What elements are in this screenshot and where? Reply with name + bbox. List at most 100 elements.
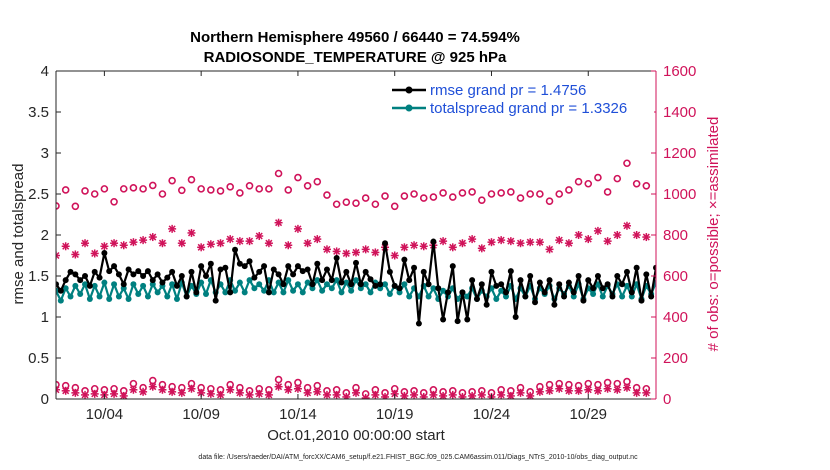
asterisk-stroke <box>81 391 89 399</box>
totalspread-point <box>173 295 180 302</box>
obs-assimilated-marker <box>448 390 457 399</box>
obs-assimilated-marker <box>110 239 119 248</box>
totalspread-point <box>125 295 132 302</box>
totalspread-point <box>169 281 176 288</box>
asterisk-stroke <box>371 248 379 256</box>
rmse-point <box>648 293 655 300</box>
rmse-point <box>517 277 524 284</box>
rmse-point <box>464 316 471 323</box>
totalspread-point <box>570 293 577 300</box>
obs-possible-marker <box>294 173 302 182</box>
obs-assimilated-marker <box>119 391 128 399</box>
rmse-point <box>541 289 548 296</box>
rmse-point <box>556 281 563 288</box>
asterisk-stroke <box>487 238 496 246</box>
rmse-point <box>236 260 243 267</box>
obs-assimilated-marker <box>642 233 651 242</box>
obs-assimilated-marker <box>235 388 244 397</box>
asterisk-stroke <box>110 390 118 398</box>
obs-assimilated-marker <box>458 239 467 248</box>
asterisk-stroke <box>110 239 118 247</box>
obs-possible-marker <box>536 190 544 198</box>
totalspread-point <box>406 293 413 300</box>
obs-assimilated-marker <box>506 391 515 399</box>
obs-possible-marker <box>119 185 128 193</box>
asterisk-stroke <box>313 235 321 243</box>
rmse-point <box>469 277 476 284</box>
totalspread-point <box>140 282 147 289</box>
rmse-point <box>227 289 234 296</box>
asterisk-stroke <box>410 241 418 249</box>
obs-assimilated-marker <box>56 385 60 394</box>
asterisk-stroke <box>255 390 263 398</box>
axes <box>55 70 657 400</box>
rmse-point <box>86 282 93 289</box>
totalspread-point <box>91 282 98 289</box>
rmse-point <box>585 277 592 284</box>
rmse-point <box>406 277 413 284</box>
obs-possible-marker <box>56 202 60 210</box>
totalspread-point <box>401 281 408 288</box>
rmse-point <box>82 273 89 279</box>
obs-assimilated-marker <box>410 390 419 399</box>
obs-possible-marker <box>323 191 331 199</box>
rmse-point <box>594 273 601 279</box>
asterisk-stroke <box>275 383 283 391</box>
obs-assimilated-marker <box>81 239 90 248</box>
rmse-point <box>382 240 389 247</box>
asterisk-stroke <box>120 392 128 399</box>
rmse-point <box>144 268 151 275</box>
rmse-point <box>522 293 529 300</box>
asterisk-stroke <box>449 391 457 399</box>
obs-possible-marker <box>400 192 409 200</box>
rmse-point <box>638 297 645 304</box>
rmse-point <box>169 268 176 275</box>
rmse-point <box>140 273 147 279</box>
totalspread-point <box>62 285 69 292</box>
totalspread-point <box>236 279 243 286</box>
totalspread-point <box>86 295 93 302</box>
asterisk-stroke <box>342 249 350 257</box>
obs-assimilated-marker <box>603 237 612 246</box>
asterisk-stroke <box>594 227 602 235</box>
totalspread-point <box>270 289 277 296</box>
asterisk-stroke <box>226 386 234 394</box>
asterisk-stroke <box>265 239 273 247</box>
totalspread-point <box>440 287 447 294</box>
totalspread-point <box>77 291 84 298</box>
rmse-point <box>411 264 418 271</box>
rmse-point <box>527 273 534 279</box>
rmse-point <box>338 279 345 286</box>
asterisk-stroke <box>265 391 273 399</box>
asterisk-stroke <box>284 241 292 249</box>
rmse-point <box>353 259 359 266</box>
asterisk-stroke <box>62 242 70 250</box>
asterisk-stroke <box>91 249 99 257</box>
rmse-point <box>290 271 297 278</box>
rmse-point <box>599 285 606 292</box>
x-tick-label: 10/04 <box>86 406 124 423</box>
obs-possible-marker <box>110 197 118 206</box>
obs-assimilated-marker <box>593 386 602 395</box>
rmse-point <box>188 268 195 275</box>
obs-possible-marker <box>71 202 80 211</box>
obs-possible-marker <box>574 177 583 186</box>
rmse-point <box>493 282 500 289</box>
rmse-point <box>251 274 258 281</box>
rmse-point <box>473 295 480 302</box>
obs-assimilated-marker <box>632 231 641 239</box>
asterisk-stroke <box>255 232 263 240</box>
rmse-point <box>77 277 84 284</box>
asterisk-stroke <box>294 385 302 393</box>
obs-assimilated-marker <box>564 239 573 248</box>
obs-possible-marker <box>487 190 496 198</box>
asterisk-stroke <box>623 384 631 392</box>
obs-assimilated-marker <box>487 238 496 247</box>
asterisk-stroke <box>294 225 302 233</box>
obs-assimilated-marker <box>284 385 293 394</box>
asterisk-stroke <box>363 394 370 399</box>
rmse-point <box>565 279 572 286</box>
rmse-point <box>503 289 509 296</box>
totalspread-point <box>619 293 626 300</box>
asterisk-stroke <box>178 239 186 247</box>
